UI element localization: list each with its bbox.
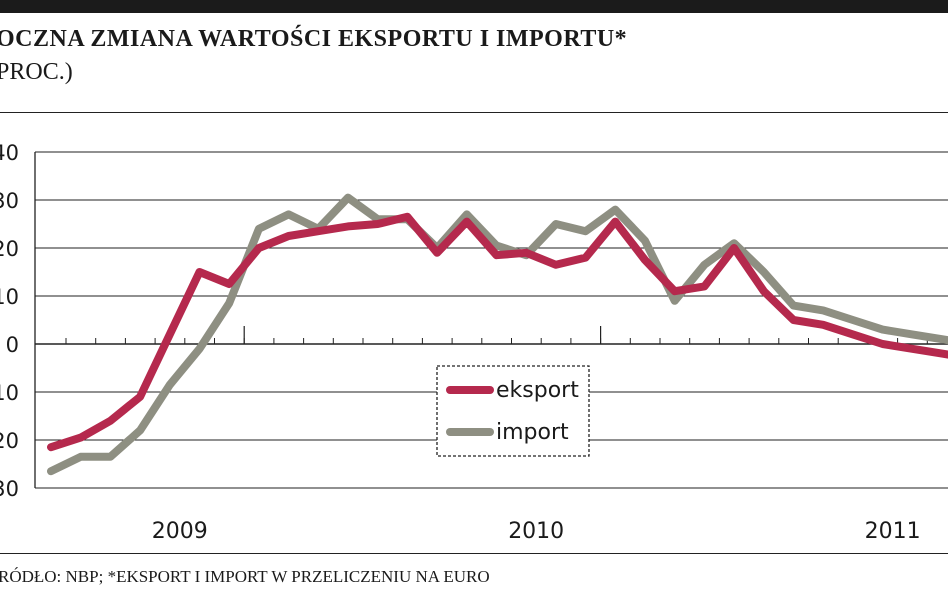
series-line-eksport [47, 212, 948, 452]
legend-label-eksport: eksport [496, 378, 579, 403]
source-note: RÓDŁO: NBP; *EKSPORT I IMPORT W PRZELICZ… [0, 567, 490, 586]
chart-title: OCZNA ZMIANA WARTOŚCI EKSPORTU I IMPORTU… [0, 26, 628, 52]
y-axis-ticks: 40 30 20 10 0 -10 -20 -30 [0, 141, 19, 501]
footer-divider [0, 553, 948, 554]
x-axis-ticks: 2009 2010 2011 [65, 326, 928, 544]
y-tick-label: -10 [0, 381, 19, 405]
y-tick-label: -20 [0, 429, 19, 453]
y-tick-label: 0 [6, 333, 19, 357]
chart-subtitle: PROC.) [0, 59, 73, 85]
y-tick-label: 20 [0, 237, 19, 261]
series-lines [47, 193, 948, 476]
y-tick-label: 40 [0, 141, 19, 165]
legend: eksport import [436, 365, 590, 457]
top-bar [0, 0, 948, 13]
y-tick-label: 30 [0, 189, 19, 213]
legend-box [436, 365, 590, 457]
header-divider [0, 112, 948, 113]
x-tick-label: 2011 [865, 519, 921, 544]
y-tick-label: -30 [0, 477, 19, 501]
legend-label-import: import [496, 420, 569, 445]
y-tick-label: 10 [0, 285, 19, 309]
x-tick-label: 2009 [152, 519, 208, 544]
x-tick-label: 2010 [508, 519, 564, 544]
grid-lines [34, 151, 948, 489]
